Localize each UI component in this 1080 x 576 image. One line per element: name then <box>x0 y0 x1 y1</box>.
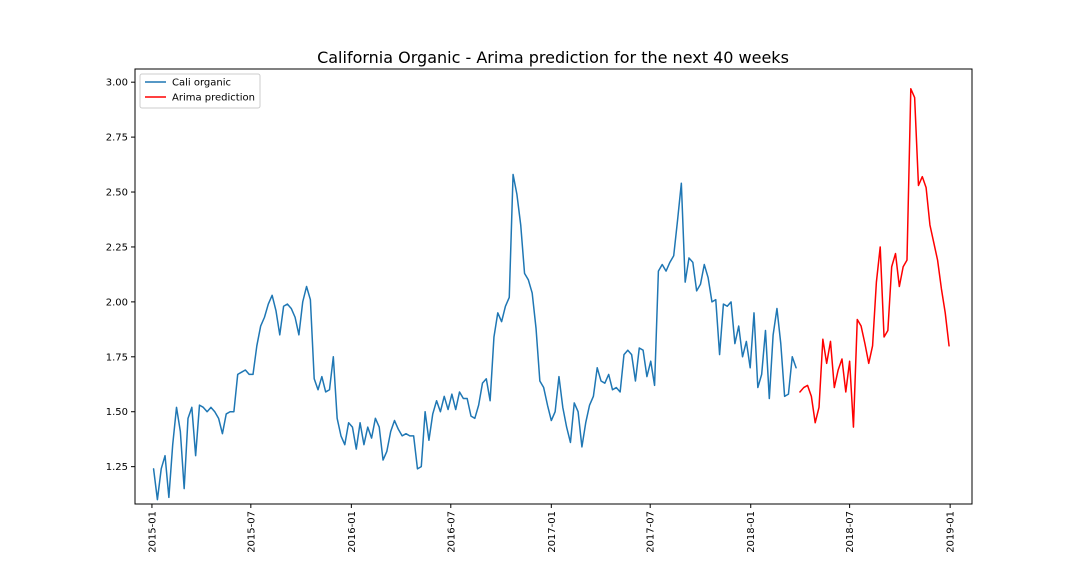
x-tick-label: 2018-07 <box>845 511 856 553</box>
y-tick-label: 1.50 <box>106 407 128 418</box>
legend: Cali organic Arima prediction <box>139 73 261 109</box>
x-tick-label: 2016-07 <box>446 511 457 553</box>
series-line-cali-organic <box>152 173 797 501</box>
series-line-arima-prediction <box>799 88 950 428</box>
y-tick-label: 2.50 <box>106 188 128 199</box>
legend-label: Cali organic <box>172 78 231 89</box>
x-tick-label: 2017-01 <box>547 511 558 553</box>
y-tick-label: 2.75 <box>106 133 128 144</box>
chart-title: California Organic - Arima prediction fo… <box>317 48 789 67</box>
y-axis: 1.25 1.50 1.75 2.00 2.25 2.50 2.75 3.00 <box>106 78 135 473</box>
legend-label: Arima prediction <box>172 93 255 104</box>
plot-frame <box>134 68 973 505</box>
x-axis: 2015-01 2015-07 2016-01 2016-07 2017-01 2017-… <box>147 504 957 553</box>
x-tick-label: 2015-07 <box>246 511 257 553</box>
x-tick-label: 2016-01 <box>347 511 358 553</box>
legend-box <box>139 73 261 109</box>
plot-background <box>135 69 972 504</box>
series-layer <box>152 88 950 501</box>
y-tick-label: 2.25 <box>106 242 128 253</box>
y-tick-label: 1.25 <box>106 462 128 473</box>
x-tick-label: 2019-01 <box>946 511 957 553</box>
x-tick-label: 2017-07 <box>646 511 657 553</box>
y-tick-label: 3.00 <box>106 78 128 89</box>
x-tick-label: 2018-01 <box>746 511 757 553</box>
plot-area <box>135 69 972 504</box>
y-tick-label: 2.00 <box>106 297 128 308</box>
x-tick-label: 2015-01 <box>147 511 158 553</box>
y-tick-label: 1.75 <box>106 352 128 363</box>
